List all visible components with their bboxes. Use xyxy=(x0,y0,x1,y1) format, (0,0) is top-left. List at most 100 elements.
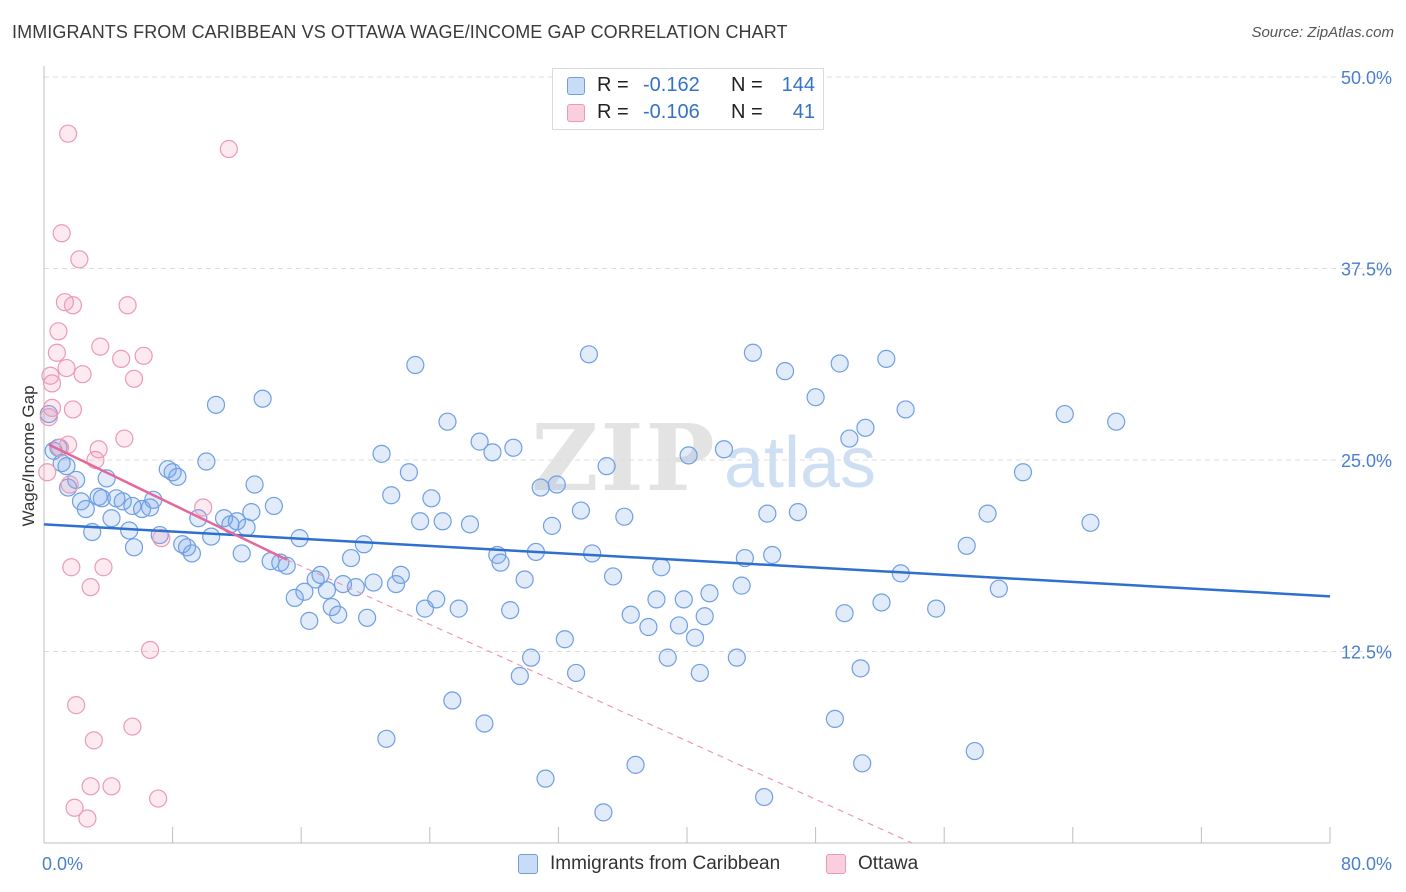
data-point-caribbean xyxy=(669,616,689,635)
data-point-caribbean xyxy=(989,579,1008,598)
data-point-caribbean xyxy=(504,438,523,457)
data-point-caribbean xyxy=(202,527,221,546)
data-point-caribbean xyxy=(168,467,187,486)
data-point-caribbean xyxy=(364,573,383,592)
data-point-ottawa xyxy=(78,809,97,828)
data-point-caribbean xyxy=(685,628,705,647)
stats-legend: R = -0.162 N = 144 R = -0.106 N = 41 xyxy=(552,68,824,130)
legend-swatch-pink xyxy=(567,104,585,122)
legend-r-value: -0.162 xyxy=(643,74,700,96)
trend-line-ottawa-extended xyxy=(286,559,913,844)
data-point-caribbean xyxy=(571,501,591,520)
data-point-ottawa xyxy=(152,529,171,548)
bottom-legend-swatch-blue xyxy=(518,854,538,874)
data-points xyxy=(38,124,1126,828)
data-point-caribbean xyxy=(594,803,613,822)
data-point-caribbean xyxy=(877,349,896,368)
data-point-caribbean xyxy=(755,787,774,807)
data-point-caribbean xyxy=(427,590,446,609)
data-point-caribbean xyxy=(406,355,425,375)
data-point-ottawa xyxy=(94,558,113,577)
data-point-ottawa xyxy=(42,374,62,393)
data-point-ottawa xyxy=(49,322,68,341)
data-point-caribbean xyxy=(475,714,494,733)
legend-r-label: R = xyxy=(597,74,629,96)
legend-r-label: R = xyxy=(597,101,629,123)
data-point-caribbean xyxy=(372,444,391,463)
data-point-ottawa xyxy=(59,124,78,143)
data-point-caribbean xyxy=(521,648,541,667)
y-axis-title: Wage/Income Gap xyxy=(19,385,38,526)
data-point-caribbean xyxy=(411,512,430,531)
data-point-caribbean xyxy=(652,558,671,577)
x-tick-label: 0.0% xyxy=(42,854,83,874)
y-tick-label: 50.0% xyxy=(1341,68,1392,88)
data-point-caribbean xyxy=(253,389,272,408)
data-point-ottawa xyxy=(63,400,83,419)
data-point-caribbean xyxy=(242,502,261,522)
data-point-caribbean xyxy=(422,489,441,508)
data-point-caribbean xyxy=(449,599,468,618)
legend-n-value: 41 xyxy=(792,101,815,123)
data-point-caribbean xyxy=(227,512,246,531)
trend-line-ottawa xyxy=(48,443,288,561)
data-point-caribbean xyxy=(245,475,264,494)
data-point-caribbean xyxy=(872,593,891,612)
data-point-caribbean xyxy=(354,535,373,554)
y-tick-label: 12.5% xyxy=(1341,643,1392,663)
data-point-ottawa xyxy=(62,558,81,577)
data-point-caribbean xyxy=(758,504,777,523)
data-point-caribbean xyxy=(386,574,406,594)
data-point-caribbean xyxy=(775,362,795,381)
y-tick-label: 37.5% xyxy=(1341,260,1392,280)
data-point-caribbean xyxy=(806,388,825,407)
data-point-ottawa xyxy=(91,337,110,356)
tick-labels: 12.5% 25.0% 37.5% 50.0% 0.0% 80.0% xyxy=(42,68,1392,874)
data-point-caribbean xyxy=(1055,404,1074,424)
data-point-ottawa xyxy=(70,250,89,269)
data-point-ottawa xyxy=(115,429,134,448)
data-point-caribbean xyxy=(300,611,319,630)
data-point-caribbean xyxy=(830,354,849,373)
data-point-caribbean xyxy=(317,581,337,600)
data-point-caribbean xyxy=(531,478,550,497)
data-point-caribbean xyxy=(341,548,361,568)
data-point-caribbean xyxy=(658,648,677,667)
data-point-caribbean xyxy=(173,535,192,554)
data-point-ottawa xyxy=(81,578,100,597)
data-point-caribbean xyxy=(52,453,71,473)
data-point-ottawa xyxy=(81,777,100,796)
data-point-ottawa xyxy=(67,696,86,715)
data-point-caribbean xyxy=(232,544,251,563)
data-point-caribbean xyxy=(329,605,348,624)
data-point-caribbean xyxy=(182,544,201,563)
data-point-caribbean xyxy=(438,412,457,431)
data-point-caribbean xyxy=(679,446,698,465)
data-point-caribbean xyxy=(825,709,844,729)
data-point-ottawa xyxy=(140,640,160,660)
data-point-ottawa xyxy=(194,498,213,517)
bottom-legend-label: Immigrants from Caribbean xyxy=(550,853,781,874)
data-point-caribbean xyxy=(714,440,734,459)
data-point-caribbean xyxy=(743,343,763,362)
data-point-ottawa xyxy=(47,343,66,362)
legend-r-value: -0.106 xyxy=(643,101,700,123)
legend-n-value: 144 xyxy=(781,74,815,96)
data-point-caribbean xyxy=(1107,412,1126,431)
data-point-caribbean xyxy=(206,395,226,414)
data-point-caribbean xyxy=(788,502,808,522)
data-point-caribbean xyxy=(1013,463,1033,482)
data-point-caribbean xyxy=(763,545,782,565)
legend-n-label: N = xyxy=(731,101,763,123)
data-point-caribbean xyxy=(853,754,872,773)
data-point-ottawa xyxy=(102,777,121,796)
data-point-ottawa xyxy=(65,798,84,817)
data-point-caribbean xyxy=(542,516,562,535)
data-point-caribbean xyxy=(856,418,875,437)
data-point-caribbean xyxy=(603,567,623,586)
watermark: ZIP atlas xyxy=(531,404,876,512)
data-point-ottawa xyxy=(149,789,168,808)
data-point-caribbean xyxy=(927,599,946,618)
data-point-caribbean xyxy=(391,565,410,585)
data-point-ottawa xyxy=(112,349,131,368)
